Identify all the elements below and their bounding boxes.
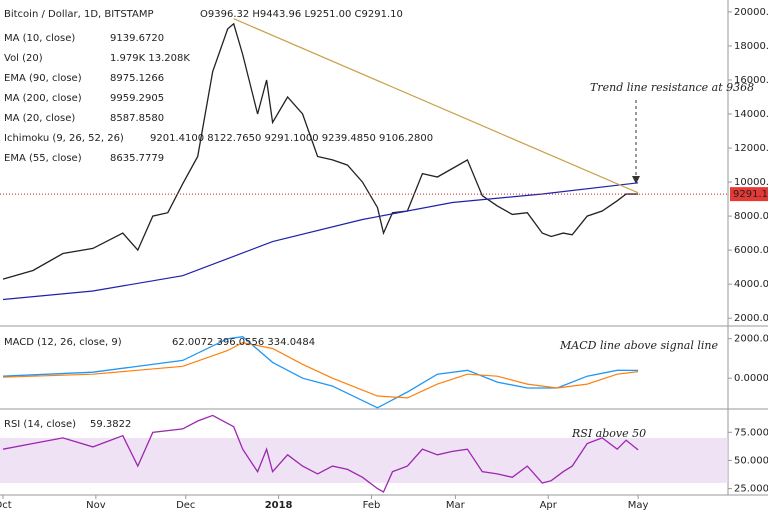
indicator-name: Ichimoku (9, 26, 52, 26) [4,133,124,144]
pane-title: MACD (12, 26, close, 9) [4,337,122,348]
y-tick-label: 12000.00 [734,143,768,154]
y-tick-label: 14000.00 [734,109,768,120]
x-tick-label: May [628,500,649,511]
pane-readout: 59.3822 [90,419,131,430]
x-tick-label: Dec [176,500,195,511]
x-tick-label: Mar [446,500,466,511]
y-tick-label: 4000.00 [734,279,768,290]
indicator-name: EMA (90, close) [4,73,82,84]
indicator-readout: 8587.8580 [110,113,164,124]
pane-title: RSI (14, close) [4,419,76,430]
indicator-name: MA (10, close) [4,33,75,44]
y-tick-label: 10000.00 [734,177,768,188]
arrow-head [632,176,640,184]
ohlc-readout: O9396.32 H9443.96 L9251.00 C9291.10 [200,9,403,20]
x-tick-label: 2018 [265,500,293,511]
indicator-readout: 9139.6720 [110,33,164,44]
rsi-band [0,437,728,483]
y-tick-label: 8000.00 [734,211,768,222]
last-price-label: 9291.10 [733,189,768,200]
series-line [2,336,639,409]
series-line [2,414,639,493]
indicator-name: EMA (55, close) [4,153,82,164]
series-line [2,341,639,399]
annotation: Trend line resistance at 9368 [590,81,754,94]
y-tick-label: 18000.00 [734,41,768,52]
y-tick-label: 20000.00 [734,7,768,18]
pane-title: Bitcoin / Dollar, 1D, BITSTAMP [4,9,154,20]
y-tick-label: 50.0000 [734,455,768,466]
indicator-readout: 1.979K 13.208K [110,53,190,64]
x-tick-label: Oct [0,500,12,511]
pane-readout: 62.0072 396.0556 334.0484 [172,337,315,348]
y-tick-label: 6000.00 [734,245,768,256]
x-tick-label: Apr [540,500,558,511]
indicator-name: MA (200, close) [4,93,82,104]
indicator-name: Vol (20) [4,53,43,64]
indicator-readout: 8635.7779 [110,153,164,164]
x-tick-label: Feb [363,500,381,511]
series-line [2,22,639,280]
annotation: MACD line above signal line [559,339,718,352]
y-tick-label: 75.0000 [734,427,768,438]
x-tick-label: Nov [86,500,106,511]
y-tick-label: 16000.00 [734,75,768,86]
y-tick-label: 2000.0000 [734,334,768,345]
last-price-tag [730,187,768,202]
y-tick-label: 2000.00 [734,313,768,324]
series-line [233,18,639,194]
y-tick-label: 0.0000 [734,373,768,384]
indicator-name: MA (20, close) [4,113,75,124]
indicator-readout: 8975.1266 [110,73,164,84]
series-line [2,182,639,301]
annotation: RSI above 50 [571,427,646,440]
indicator-readout: 9201.4100 8122.7650 9291.1000 9239.4850 … [150,133,433,144]
indicator-readout: 9959.2905 [110,93,164,104]
y-tick-label: 25.0000 [734,484,768,495]
